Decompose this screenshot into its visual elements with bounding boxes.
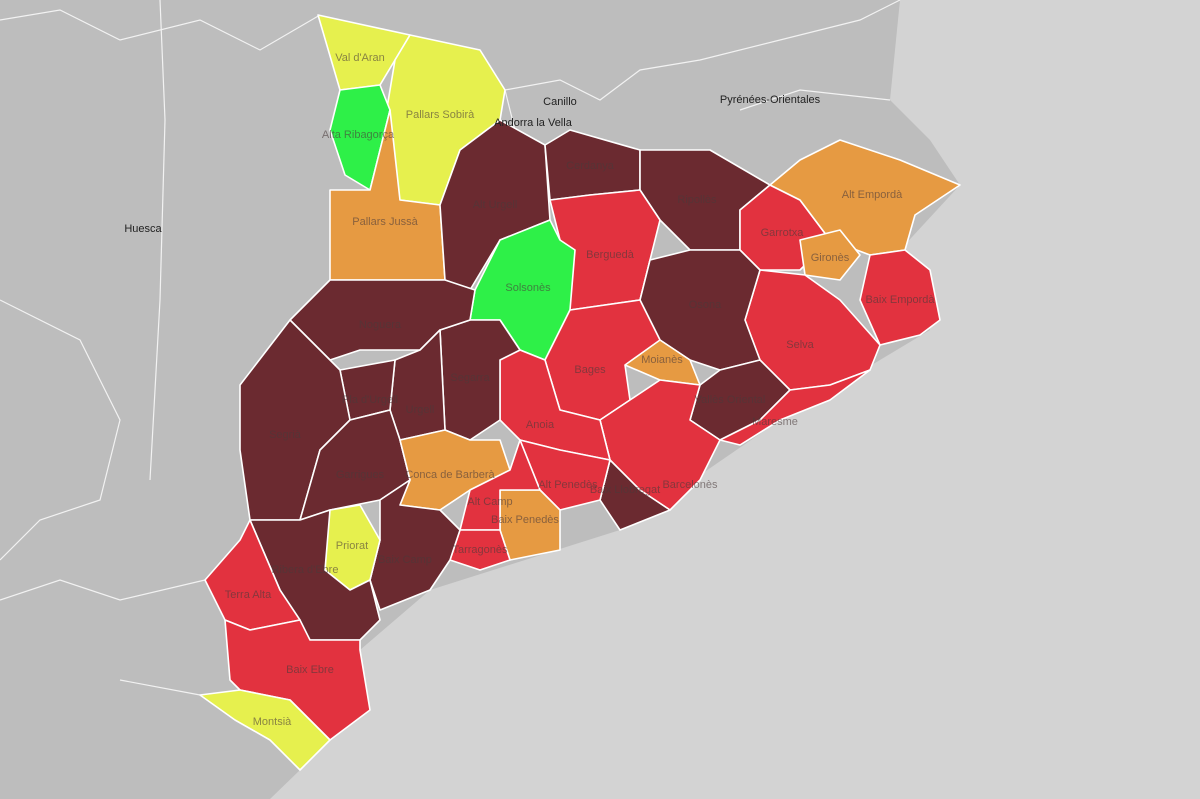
region-label: Terra Alta — [225, 589, 272, 601]
region — [224, 619, 371, 741]
region-label: Baix Ebre — [286, 664, 334, 676]
region — [499, 349, 611, 461]
region-label: Cerdanya — [566, 160, 615, 172]
regions — [199, 14, 961, 771]
region-label: Alt Empordà — [842, 189, 903, 201]
region — [799, 229, 861, 281]
region-label: Ripollès — [677, 194, 717, 206]
region-label: Pla d'Urgell — [342, 394, 398, 406]
region — [317, 14, 411, 91]
region-label: Baix Empordà — [865, 294, 935, 306]
region-label: Segarra — [450, 372, 490, 384]
region-label: Urgell — [406, 404, 435, 416]
place-label: Andorra la Vella — [494, 117, 573, 129]
region — [199, 689, 331, 771]
region-label: Alt Urgell — [473, 199, 518, 211]
region — [859, 249, 941, 346]
region-label: Garrotxa — [761, 227, 805, 239]
region-label: Conca de Barberà — [405, 469, 495, 481]
place-label: Pyrénées-Orientales — [720, 94, 821, 106]
region-label: Vallès Oriental — [695, 394, 766, 406]
place-label: Huesca — [124, 223, 162, 235]
region-label: Selva — [786, 339, 814, 351]
region-label: Pallars Jussà — [352, 216, 418, 228]
region-label: Osona — [689, 299, 722, 311]
region-label: Noguera — [359, 319, 402, 331]
region-label: Montsià — [253, 716, 292, 728]
region-label: Garrigues — [336, 469, 385, 481]
region-label: Maresme — [752, 416, 798, 428]
region-label: Baix Camp — [378, 554, 432, 566]
region-label: Baix Llobregat — [590, 484, 660, 496]
region-label: Bages — [574, 364, 606, 376]
labels: Val d'Aran Pallars Sobirà Alta Ribagorça Pa… — [124, 52, 935, 728]
region-label: Gironès — [811, 252, 850, 264]
region-label: Alt Penedès — [538, 479, 598, 491]
region — [719, 369, 871, 446]
region — [769, 139, 961, 256]
place-label: Canillo — [543, 96, 577, 108]
region-label: Tarragonès — [452, 544, 508, 556]
region-label: Solsonès — [505, 282, 551, 294]
region-label: Baix Penedès — [491, 514, 559, 526]
region-label: Alt Camp — [467, 496, 512, 508]
region-label: Priorat — [336, 540, 368, 552]
region-label: Anoia — [526, 419, 555, 431]
region-label: Pallars Sobirà — [406, 109, 475, 121]
region-label: Ribera d'Ebre — [272, 564, 339, 576]
region-label: Alta Ribagorça — [322, 129, 395, 141]
region-label: Segrià — [269, 429, 302, 441]
region-label: Berguedà — [586, 249, 635, 261]
region-label: Moianès — [641, 354, 683, 366]
region-label: Val d'Aran — [335, 52, 385, 64]
region-label: Barcelonès — [662, 479, 718, 491]
